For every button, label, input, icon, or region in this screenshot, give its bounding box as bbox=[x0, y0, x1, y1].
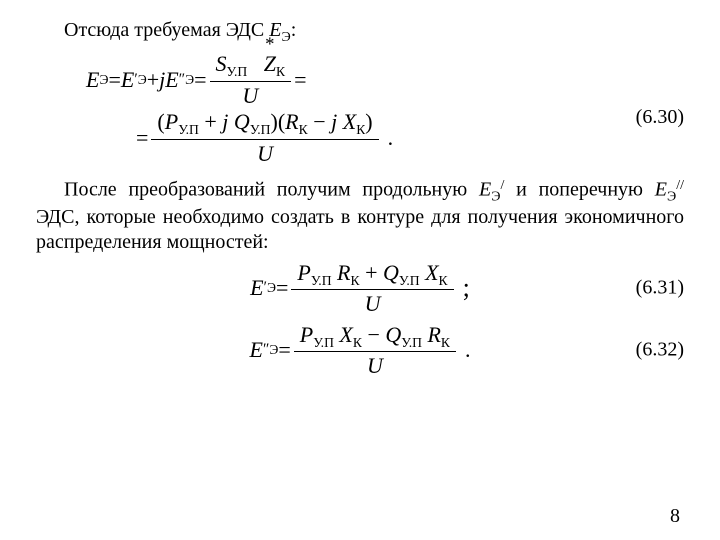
t: E bbox=[250, 275, 263, 301]
t: = bbox=[278, 337, 290, 363]
t: P bbox=[165, 109, 178, 134]
p2sup2: // bbox=[676, 178, 684, 193]
t: + bbox=[360, 260, 383, 285]
eq-6-31-row: E′Э = PУ.П RК + QУ.П XК U ; bbox=[36, 259, 684, 317]
t: U bbox=[242, 83, 258, 108]
t: Э bbox=[138, 72, 147, 88]
t: X bbox=[425, 260, 438, 285]
p2v2: E bbox=[655, 178, 667, 200]
t: У.П bbox=[399, 273, 420, 288]
t: Э bbox=[185, 72, 194, 88]
z-conj: * Z bbox=[264, 51, 276, 76]
t: = bbox=[136, 125, 148, 151]
t: X bbox=[339, 322, 352, 347]
t: P bbox=[297, 260, 310, 285]
p2a: После преобразований получим продольную bbox=[64, 178, 479, 200]
t: j bbox=[331, 109, 343, 134]
t: К bbox=[276, 64, 285, 79]
t: R bbox=[427, 322, 440, 347]
t: E bbox=[165, 67, 178, 93]
t: + bbox=[147, 67, 159, 93]
t: К bbox=[299, 122, 308, 137]
t: E bbox=[86, 67, 99, 93]
eqnum-6-32: (6.32) bbox=[636, 339, 684, 362]
eq-6-30-row2: = (PУ.П + j QУ.П)(RК − j XК) U . bbox=[76, 109, 684, 167]
paragraph-2: После преобразований получим продольную … bbox=[36, 177, 684, 256]
t: У.П bbox=[250, 122, 271, 137]
t: У.П bbox=[311, 273, 332, 288]
t: Э bbox=[99, 72, 108, 88]
eq-6-32-row: E″Э = PУ.П XК − QУ.П RК U . bbox=[36, 321, 684, 379]
t: R bbox=[285, 109, 298, 134]
t: ) bbox=[270, 109, 277, 134]
t: У.П bbox=[401, 335, 422, 350]
t: = bbox=[108, 67, 120, 93]
frac-1: SУ.П * Z К U bbox=[210, 51, 292, 108]
p2b: и поперечную bbox=[504, 178, 654, 200]
t: ) bbox=[365, 109, 372, 134]
t: = bbox=[276, 275, 288, 301]
t: К bbox=[439, 273, 448, 288]
paragraph-1: Отсюда требуемая ЭДС EЭ: bbox=[36, 18, 684, 47]
eqnum-6-31: (6.31) bbox=[636, 277, 684, 300]
equation-6-31: (6.31) E′Э = PУ.П RК + QУ.П XК U ; bbox=[36, 259, 684, 317]
t: У.П bbox=[178, 122, 199, 137]
t: У.П bbox=[227, 64, 248, 79]
t: К bbox=[353, 335, 362, 350]
p2c: ЭДС, которые необходимо создать в контур… bbox=[36, 206, 684, 253]
frac-4: PУ.П XК − QУ.П RК U bbox=[294, 322, 456, 379]
t: E bbox=[250, 337, 263, 363]
t: + bbox=[199, 109, 222, 134]
t: Э bbox=[269, 342, 278, 358]
t: − bbox=[362, 322, 385, 347]
eq-6-30-row1: EЭ = E′Э + j E″Э = SУ.П * Z К U = bbox=[76, 51, 684, 109]
frac-2: (PУ.П + j QУ.П)(RК − j XК) U bbox=[151, 109, 378, 166]
p1-prefix: Отсюда требуемая ЭДС bbox=[64, 19, 269, 41]
t: U bbox=[257, 141, 273, 166]
t: = bbox=[194, 67, 206, 93]
t: R bbox=[337, 260, 350, 285]
t: P bbox=[300, 322, 313, 347]
eqnum-6-30: (6.30) bbox=[636, 106, 684, 129]
equation-6-32: (6.32) E″Э = PУ.П XК − QУ.П RК U . bbox=[36, 321, 684, 379]
t: Э bbox=[267, 280, 276, 296]
t: К bbox=[356, 122, 365, 137]
p2s2: Э bbox=[667, 189, 676, 204]
t: j bbox=[222, 109, 234, 134]
t: . bbox=[465, 337, 471, 363]
t: У.П bbox=[313, 335, 334, 350]
t: ( bbox=[157, 109, 164, 134]
t: Q bbox=[383, 260, 399, 285]
p1-sub: Э bbox=[282, 30, 291, 45]
conj-star-icon: * bbox=[265, 34, 274, 56]
t: Q bbox=[385, 322, 401, 347]
page-number: 8 bbox=[670, 505, 680, 528]
p2v1: E bbox=[479, 178, 491, 200]
equation-6-30: (6.30) EЭ = E′Э + j E″Э = SУ.П * Z К bbox=[36, 51, 684, 167]
p1-suffix: : bbox=[291, 19, 297, 41]
t: U bbox=[365, 291, 381, 316]
frac-3: PУ.П RК + QУ.П XК U bbox=[291, 260, 453, 317]
t: . bbox=[388, 125, 394, 151]
t: = bbox=[294, 67, 306, 93]
t: S bbox=[216, 51, 227, 76]
t: X bbox=[343, 109, 356, 134]
t: ; bbox=[463, 273, 470, 303]
t: − bbox=[308, 109, 331, 134]
t: U bbox=[367, 353, 383, 378]
t: Q bbox=[234, 109, 250, 134]
t: К bbox=[350, 273, 359, 288]
t: E bbox=[121, 67, 134, 93]
t: К bbox=[441, 335, 450, 350]
